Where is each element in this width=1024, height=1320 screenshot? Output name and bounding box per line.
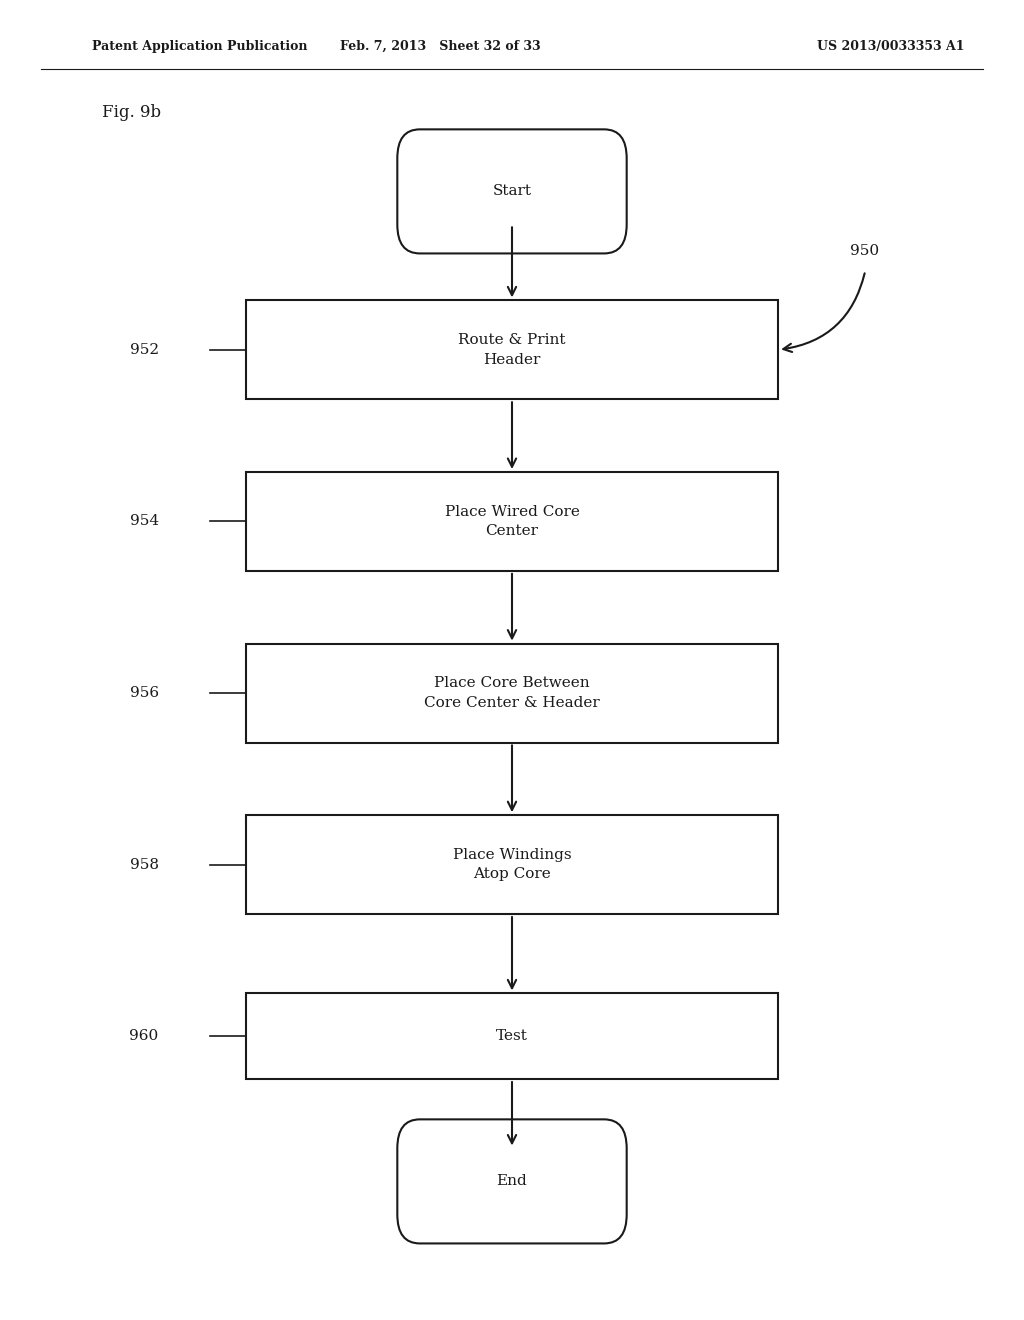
Text: 950: 950 <box>850 244 879 257</box>
Bar <box>246 300 778 399</box>
Text: Route & Print
Header: Route & Print Header <box>459 333 565 367</box>
Text: 960: 960 <box>129 1030 159 1043</box>
Text: Patent Application Publication: Patent Application Publication <box>92 40 307 53</box>
Text: Start: Start <box>493 185 531 198</box>
Text: Fig. 9b: Fig. 9b <box>102 104 162 120</box>
Bar <box>246 993 778 1080</box>
Text: End: End <box>497 1175 527 1188</box>
Text: Place Windings
Atop Core: Place Windings Atop Core <box>453 847 571 882</box>
Text: 952: 952 <box>130 343 159 356</box>
Text: Place Core Between
Core Center & Header: Place Core Between Core Center & Header <box>424 676 600 710</box>
FancyBboxPatch shape <box>397 1119 627 1243</box>
Bar <box>246 644 778 742</box>
Text: 956: 956 <box>130 686 159 700</box>
Text: 958: 958 <box>130 858 159 871</box>
Text: Test: Test <box>496 1030 528 1043</box>
Bar <box>246 473 778 570</box>
Text: US 2013/0033353 A1: US 2013/0033353 A1 <box>817 40 965 53</box>
Bar <box>246 814 778 913</box>
Text: Feb. 7, 2013   Sheet 32 of 33: Feb. 7, 2013 Sheet 32 of 33 <box>340 40 541 53</box>
FancyBboxPatch shape <box>397 129 627 253</box>
Text: 954: 954 <box>130 515 159 528</box>
Text: Place Wired Core
Center: Place Wired Core Center <box>444 504 580 539</box>
